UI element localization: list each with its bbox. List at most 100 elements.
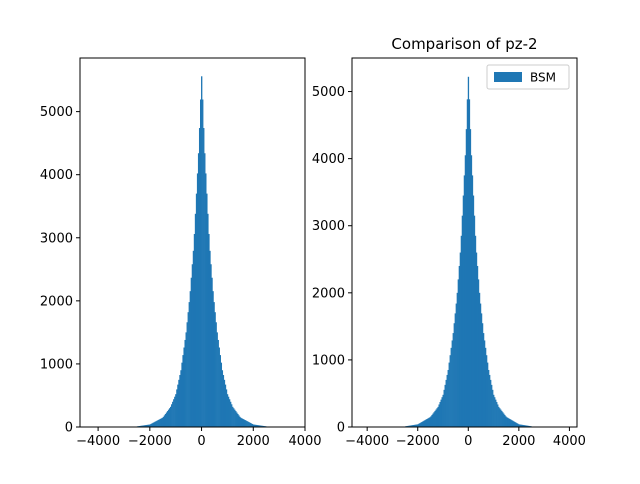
histogram-bar (499, 408, 501, 427)
histogram-bar (471, 175, 474, 427)
histogram-bar (149, 424, 151, 427)
histogram-bar (207, 213, 209, 427)
histogram-bar (480, 313, 483, 427)
histogram-bar (449, 355, 451, 427)
histogram-bar (170, 406, 172, 427)
histogram-bar (253, 424, 256, 427)
histogram-bar (244, 420, 246, 427)
histogram-bar (171, 404, 173, 427)
histogram-bar (263, 425, 265, 427)
histogram-bar (237, 413, 239, 427)
x-tick-label: 4000 (288, 434, 321, 449)
x-tick-label: −4000 (345, 434, 389, 449)
y-tick-label: 1000 (40, 357, 73, 372)
histogram-bar (254, 424, 257, 427)
histogram-bar (502, 412, 504, 427)
histogram-bar (160, 418, 163, 427)
histogram-bar (173, 399, 175, 427)
x-tick-label: 2000 (237, 434, 270, 449)
histogram-bar (153, 422, 155, 427)
histogram-bar (223, 379, 226, 427)
histogram-bar (196, 173, 199, 427)
histogram-bar (243, 419, 245, 427)
histogram-bar (224, 384, 227, 427)
histogram-bar (436, 408, 438, 427)
histogram-bar (439, 402, 441, 427)
histogram-bar (159, 418, 161, 427)
right-x-axis-ticks: −4000 −2000 0 2000 4000 (345, 427, 586, 449)
histogram-bar (233, 408, 235, 427)
x-tick-label: 0 (464, 434, 472, 449)
histogram-bar (441, 397, 443, 427)
histogram-bar (475, 252, 478, 427)
histogram-bar (145, 425, 147, 427)
histogram-bar (513, 421, 515, 427)
histogram-bar (239, 416, 241, 427)
histogram-bar (492, 389, 494, 427)
histogram-bar (212, 291, 214, 427)
histogram-bar (440, 399, 442, 427)
histogram-bar (415, 424, 417, 427)
histogram-bar (432, 413, 434, 427)
histogram-bar (247, 421, 249, 427)
histogram-bar (187, 312, 189, 427)
x-tick-label: −4000 (76, 434, 120, 449)
histogram-bar (165, 412, 168, 427)
histogram-bar (142, 425, 144, 427)
right-plot-frame (351, 57, 578, 428)
histogram-bar (500, 409, 502, 427)
histogram-bar (221, 370, 224, 427)
histogram-bar (498, 406, 500, 427)
histogram-bar (186, 322, 188, 427)
histogram-bar (507, 417, 509, 427)
histogram-bar (230, 401, 232, 427)
histogram-bar (255, 424, 258, 427)
histogram-bar (249, 422, 251, 427)
y-tick-label: 2000 (312, 286, 345, 301)
histogram-bar (522, 424, 524, 427)
histogram-bar (204, 153, 206, 427)
right-histogram-bars (405, 76, 532, 427)
histogram-bar (470, 155, 473, 427)
histogram-bar (457, 279, 459, 427)
histogram-bar (505, 416, 507, 427)
y-tick-label: 0 (65, 421, 73, 436)
histogram-bar (198, 128, 201, 427)
histogram-bar (227, 396, 230, 427)
histogram-bar (215, 322, 217, 427)
y-tick-label: 1000 (312, 353, 345, 368)
histogram-bar (151, 423, 153, 427)
histogram-bar (459, 252, 462, 427)
histogram-bar (453, 323, 455, 427)
right-y-axis-ticks: 0 1000 2000 3000 4000 5000 (312, 85, 352, 436)
histogram-bar (429, 417, 431, 427)
histogram-bar (508, 418, 510, 427)
histogram-bar (435, 409, 437, 427)
histogram-bar (431, 414, 433, 427)
histogram-bar (231, 404, 233, 427)
histogram-bar (496, 402, 498, 427)
histogram-bar (455, 303, 457, 427)
histogram-bar (419, 423, 421, 427)
histogram-bar (481, 323, 484, 427)
histogram-bar (147, 424, 149, 427)
histogram-bar (416, 424, 418, 427)
histogram-bar (463, 175, 466, 427)
histogram-bar (191, 264, 194, 427)
histogram-bar (246, 421, 248, 427)
x-tick-label: 2000 (502, 434, 535, 449)
histogram-bar (185, 332, 187, 427)
histogram-bar (503, 413, 505, 427)
chart-title: Comparison of pz-2 (391, 35, 537, 53)
histogram-bar (219, 355, 221, 427)
histogram-bar (218, 347, 220, 427)
histogram-bar (189, 291, 191, 427)
histogram-bar (445, 379, 447, 427)
histogram-bar (461, 215, 464, 427)
histogram-bar (447, 369, 449, 427)
right-histogram-panel: −4000 −2000 0 2000 4000 0 1000 2000 3000 4000 500… (312, 35, 586, 449)
histogram-bar (454, 313, 456, 427)
left-y-axis-ticks: 0 1000 2000 3000 4000 5000 (40, 105, 80, 436)
histogram-bar (515, 422, 517, 427)
histogram-bar (437, 406, 439, 427)
